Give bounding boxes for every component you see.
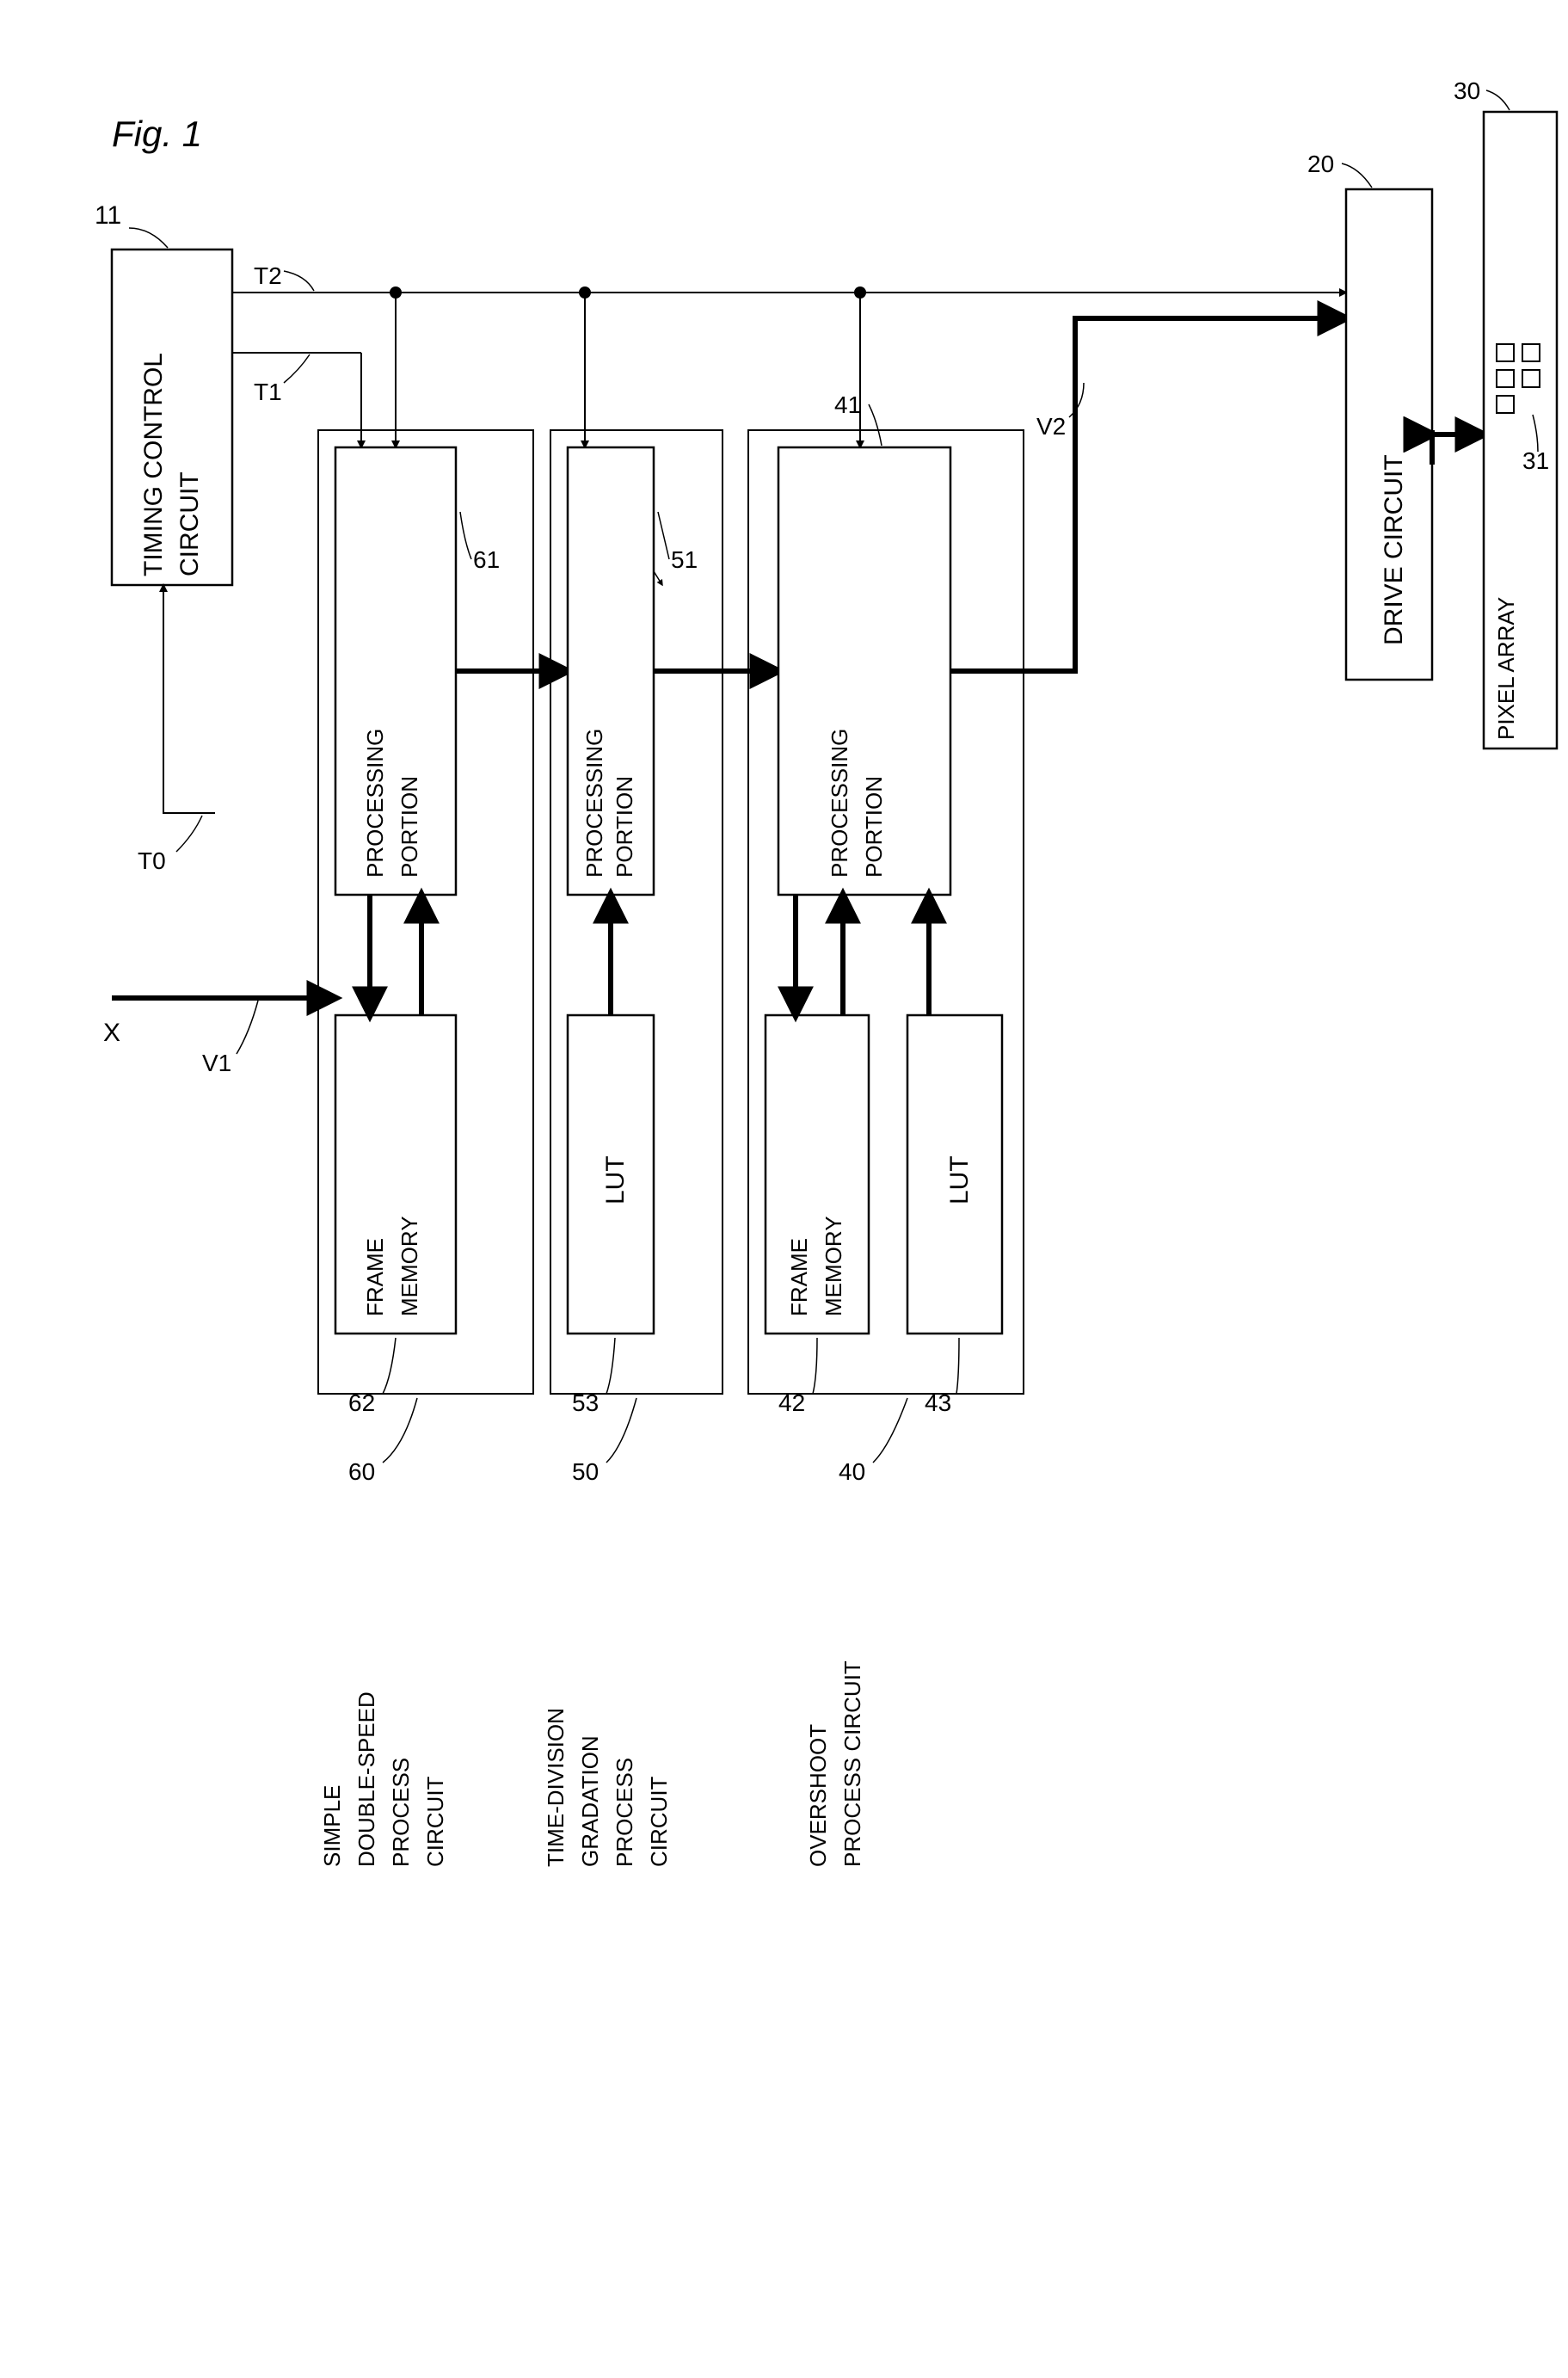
svg-text:CIRCUIT: CIRCUIT — [175, 471, 204, 576]
v1-label: V1 — [202, 1050, 231, 1076]
t2-label: T2 — [254, 262, 282, 289]
svg-text:TIMING CONTROL: TIMING CONTROL — [139, 353, 168, 576]
drive-circuit-block: DRIVE CIRCUIT 20 — [1307, 151, 1432, 680]
svg-text:PROCESSING: PROCESSING — [581, 729, 607, 878]
svg-text:11: 11 — [95, 201, 121, 230]
pixel-cell — [1522, 344, 1540, 361]
ref-30: 30 — [1454, 77, 1480, 104]
svg-text:FRAME: FRAME — [786, 1238, 812, 1316]
diagram-canvas: Fig. 1 1 TIMING CONTROL CIRCUIT 11 T2 T1… — [0, 0, 1568, 2378]
pixel-cell — [1522, 370, 1540, 387]
t0-label: T0 — [138, 847, 166, 874]
v2-label: V2 — [1036, 413, 1066, 440]
svg-text:OVERSHOOT: OVERSHOOT — [805, 1724, 831, 1867]
svg-text:51: 51 — [671, 546, 698, 573]
svg-text:PROCESSING: PROCESSING — [827, 729, 852, 878]
pixel-cell — [1497, 370, 1514, 387]
svg-text:PORTION: PORTION — [397, 776, 422, 878]
svg-text:TIME-DIVISION: TIME-DIVISION — [543, 1708, 569, 1867]
ref-31: 31 — [1522, 447, 1549, 474]
svg-text:GRADATION: GRADATION — [577, 1735, 603, 1867]
svg-text:20: 20 — [1307, 151, 1334, 177]
overshoot-circuit: PROCESSING PORTION FRAME MEMORY LUT OVER… — [748, 391, 1024, 1867]
sig-v2 — [950, 318, 1346, 671]
svg-text:FRAME: FRAME — [362, 1238, 388, 1316]
pixel-array-label: PIXEL ARRAY — [1493, 597, 1519, 740]
svg-text:PROCESS: PROCESS — [388, 1758, 414, 1867]
t0-stub — [163, 585, 215, 813]
time-division-circuit: PROCESSING PORTION LUT TIME-DIVISION GRA… — [543, 430, 723, 1867]
svg-text:CIRCUIT: CIRCUIT — [422, 1776, 448, 1867]
svg-text:50: 50 — [572, 1458, 599, 1485]
svg-text:MEMORY: MEMORY — [397, 1216, 422, 1316]
pixel-cell — [1497, 344, 1514, 361]
svg-text:53: 53 — [572, 1389, 599, 1416]
svg-text:PROCESS CIRCUIT: PROCESS CIRCUIT — [839, 1660, 865, 1867]
svg-text:PORTION: PORTION — [612, 776, 637, 878]
svg-text:PROCESSING: PROCESSING — [362, 729, 388, 878]
svg-text:60: 60 — [348, 1458, 375, 1485]
svg-text:43: 43 — [925, 1389, 951, 1416]
svg-text:PROCESS: PROCESS — [612, 1758, 637, 1867]
svg-text:41: 41 — [834, 391, 861, 418]
svg-text:MEMORY: MEMORY — [821, 1216, 846, 1316]
svg-text:LUT: LUT — [945, 1155, 974, 1204]
svg-text:62: 62 — [348, 1389, 375, 1416]
svg-text:SIMPLE: SIMPLE — [319, 1785, 345, 1867]
t1-label: T1 — [254, 379, 282, 405]
svg-text:DOUBLE-SPEED: DOUBLE-SPEED — [354, 1691, 379, 1867]
double-speed-circuit: PROCESSING PORTION FRAME MEMORY SIMPLE D… — [318, 430, 533, 1867]
pixel-cell — [1497, 396, 1514, 413]
svg-text:61: 61 — [473, 546, 500, 573]
svg-text:PORTION: PORTION — [861, 776, 887, 878]
svg-text:40: 40 — [839, 1458, 865, 1485]
svg-text:CIRCUIT: CIRCUIT — [646, 1776, 672, 1867]
svg-text:LUT: LUT — [601, 1155, 630, 1204]
timing-control-block: TIMING CONTROL CIRCUIT 11 — [95, 201, 232, 585]
svg-text:DRIVE CIRCUIT: DRIVE CIRCUIT — [1380, 454, 1408, 645]
figure-label: Fig. 1 — [112, 114, 202, 154]
x-label: X — [103, 1019, 120, 1047]
svg-text:42: 42 — [778, 1389, 805, 1416]
